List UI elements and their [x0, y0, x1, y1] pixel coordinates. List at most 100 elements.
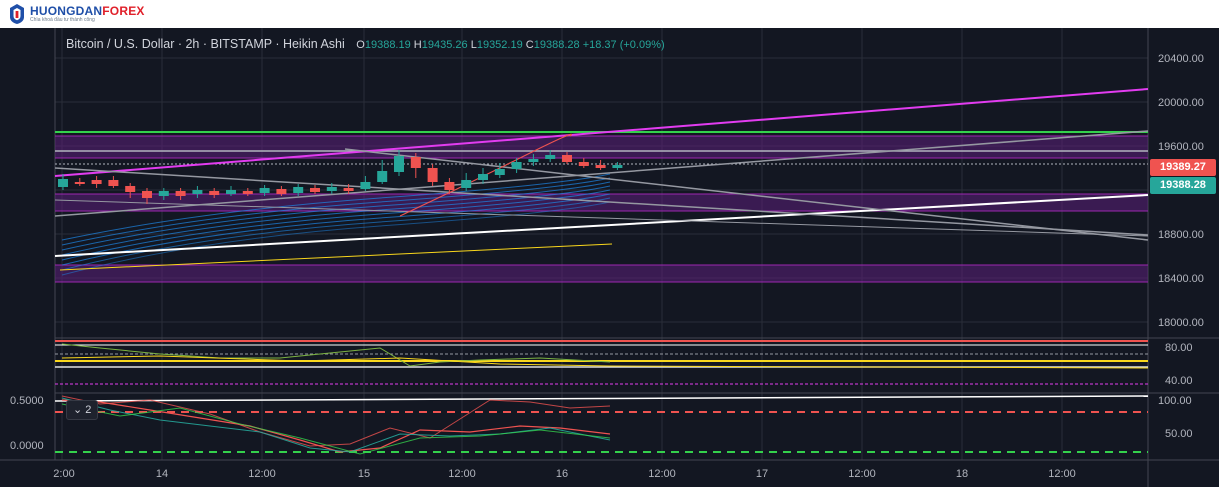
price-axis[interactable]: 20400.00 20000.00 19600.00 19200.00 1880…	[10, 53, 1204, 452]
change-value: +18.37 (+0.09%)	[582, 39, 665, 51]
candle-body	[377, 171, 388, 182]
time-tick: 17	[756, 468, 768, 480]
candle-body	[444, 182, 455, 190]
chart-area[interactable]: 20400.00 20000.00 19600.00 19200.00 1880…	[0, 28, 1219, 487]
time-tick: 16	[556, 468, 568, 480]
candle-body	[175, 191, 186, 196]
indicator-left-tick: 0.5000	[10, 395, 44, 407]
gray-trendline-up[interactable]	[54, 130, 1149, 217]
candle-body	[310, 188, 320, 192]
candle-body	[545, 155, 556, 159]
candle-body	[192, 190, 203, 194]
symbol-title[interactable]: Bitcoin / U.S. Dollar · 2h · BITSTAMP · …	[66, 37, 345, 51]
red-ma-line	[399, 133, 572, 217]
candle-body	[578, 162, 589, 166]
gray-trendline-down-3[interactable]	[54, 199, 1149, 237]
time-tick: 2:00	[53, 468, 74, 480]
brand-tagline: Chìa khoá đầu tư thành công	[30, 17, 95, 23]
low-value: 19352.19	[476, 39, 523, 51]
time-tick: 15	[358, 468, 370, 480]
candle-body	[360, 182, 371, 189]
white-trendline[interactable]	[54, 194, 1149, 257]
candle-body	[410, 157, 421, 168]
close-value: 19388.28	[533, 39, 580, 51]
high-label: H	[413, 39, 422, 51]
candle-body	[158, 191, 169, 196]
close-label: C	[525, 39, 534, 51]
candle-body	[461, 180, 472, 188]
candle-body	[108, 180, 119, 186]
candle-body	[142, 191, 152, 198]
candle-body	[511, 162, 522, 169]
oscillator-pane	[55, 340, 1149, 385]
candle-body	[343, 188, 354, 191]
oscillator-tick: 40.00	[1165, 375, 1193, 387]
top-bar: HUONGDANFOREX Chìa khoá đầu tư thành côn…	[0, 0, 1219, 28]
candle-body	[528, 159, 539, 162]
time-tick: 12:00	[848, 468, 876, 480]
brand-logo[interactable]: HUONGDANFOREX Chìa khoá đầu tư thành côn…	[8, 2, 145, 26]
candle-body	[427, 168, 438, 182]
price-tick: 18800.00	[1158, 229, 1204, 241]
brand-name-right: FOREX	[102, 4, 145, 18]
open-value: 19388.19	[364, 39, 411, 51]
open-label: O	[356, 39, 365, 51]
time-tick: 12:00	[648, 468, 676, 480]
support-resistance-zones	[55, 135, 1148, 283]
candle-body	[394, 156, 404, 172]
brand-name: HUONGDANFOREX	[30, 5, 145, 17]
last-price-tag: 19389.27	[1150, 159, 1216, 176]
candle-body	[478, 174, 488, 180]
candle-body	[226, 190, 236, 194]
candle-body	[595, 165, 606, 168]
yellow-trendline[interactable]	[59, 243, 613, 271]
price-tick: 18000.00	[1158, 317, 1204, 329]
low-label: L	[470, 39, 477, 51]
indicator-left-tick: 0.0000	[10, 440, 44, 452]
indicator-tick: 100.00	[1158, 395, 1192, 407]
high-value: 19435.26	[421, 39, 468, 51]
time-tick: 12:00	[248, 468, 276, 480]
symbol-header[interactable]: Bitcoin / U.S. Dollar · 2h · BITSTAMP · …	[66, 37, 665, 51]
time-tick: 12:00	[1048, 468, 1076, 480]
indicator-tick: 50.00	[1165, 428, 1193, 440]
candle-body	[293, 187, 304, 193]
close-price-tag: 19388.28	[1150, 177, 1216, 194]
candle-body	[74, 182, 85, 184]
candle-body	[562, 155, 572, 162]
candle-body	[276, 189, 287, 194]
ohlc-values: O19388.19 H19435.26 L19352.19 C19388.28 …	[356, 39, 664, 51]
candle-body	[91, 180, 102, 184]
candle-body	[242, 191, 253, 194]
price-tick: 18400.00	[1158, 273, 1204, 285]
candle-body	[326, 187, 337, 191]
ma-ribbon	[61, 173, 611, 276]
candle-body	[494, 169, 505, 175]
brand-logo-icon	[10, 4, 24, 24]
study-count: 2	[85, 404, 92, 416]
time-axis[interactable]: 2:00 14 12:00 15 12:00 16 12:00 17 12:00…	[53, 468, 1075, 480]
heikin-ashi-candles	[58, 150, 623, 204]
lower-indicator-pane	[54, 395, 1149, 455]
candle-body	[259, 188, 270, 193]
time-tick: 12:00	[448, 468, 476, 480]
left-margin	[0, 28, 55, 460]
price-tick: 20000.00	[1158, 97, 1204, 109]
time-tick: 14	[156, 468, 168, 480]
candle-body	[612, 165, 623, 168]
candle-body	[125, 186, 136, 192]
chevron-down-icon: ⌄	[73, 404, 86, 416]
time-tick: 18	[956, 468, 968, 480]
magenta-trendline[interactable]	[54, 88, 1149, 177]
price-tick: 19600.00	[1158, 141, 1204, 153]
collapse-studies-button[interactable]: ⌄ 2	[66, 400, 99, 420]
gray-trendline-down-2[interactable]	[54, 167, 1149, 236]
oscillator-tick: 80.00	[1165, 342, 1193, 354]
candle-body	[58, 179, 68, 187]
candle-body	[209, 191, 220, 195]
gray-trendline-down-1[interactable]	[344, 148, 1149, 241]
brand-name-left: HUONGDAN	[30, 4, 103, 18]
chart-canvas[interactable]: 20400.00 20000.00 19600.00 19200.00 1880…	[0, 28, 1219, 487]
price-tick: 20400.00	[1158, 53, 1204, 65]
